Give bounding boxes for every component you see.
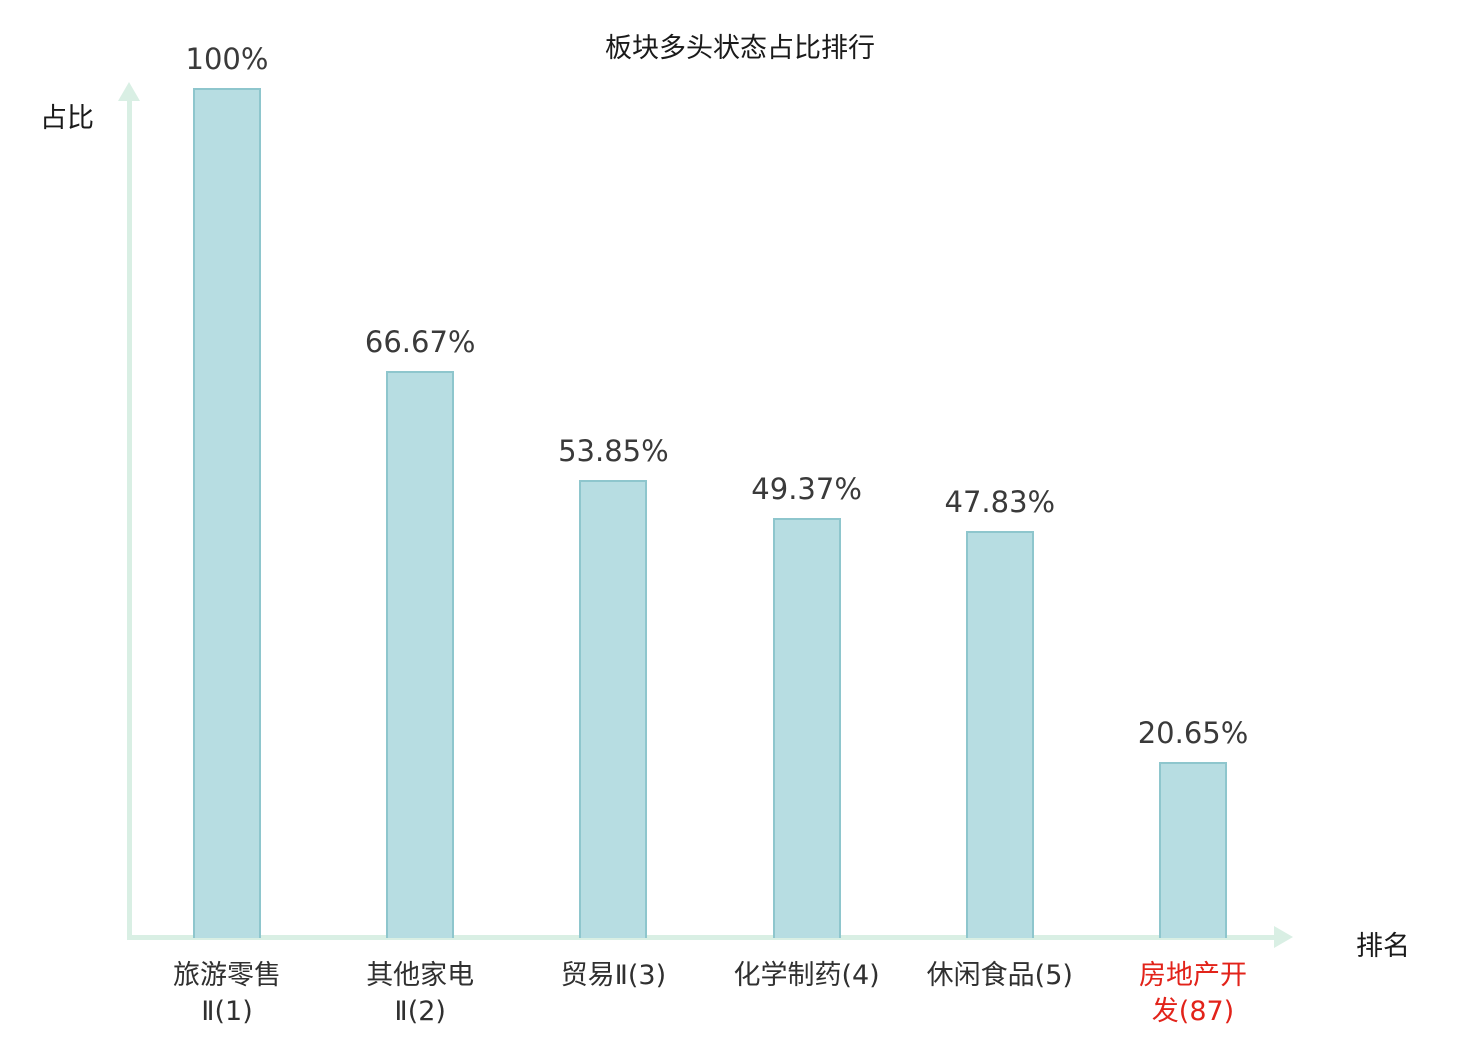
bar-value-label: 20.65% <box>1137 716 1249 751</box>
category-label: 化学制药(4) <box>733 960 880 991</box>
bar-value-label: 47.83% <box>944 485 1056 520</box>
x-axis <box>130 935 1276 940</box>
bar <box>772 518 841 938</box>
bar <box>965 531 1034 938</box>
x-axis-arrow-icon <box>1274 926 1293 948</box>
y-axis-arrow-icon <box>118 82 140 101</box>
category-label: 其他家电 Ⅱ(2) <box>366 960 475 1027</box>
category-label: 休闲食品(5) <box>926 960 1073 991</box>
category-label: 贸易Ⅱ(3) <box>560 960 667 991</box>
bar-value-label: 100% <box>185 42 269 76</box>
bar <box>386 371 455 938</box>
category-axis-labels: 旅游零售 Ⅱ(1) 其他家电 Ⅱ(2) 贸易Ⅱ(3) 化学制药(4) 休闲食品(5) 房地产开… <box>0 958 1480 1040</box>
bar <box>1159 762 1227 938</box>
y-axis <box>127 100 132 940</box>
x-axis-label: 排名 <box>1356 931 1410 962</box>
category-label: 房地产开 发(87) <box>1139 960 1247 1027</box>
bar-value-label: 53.85% <box>558 434 669 469</box>
y-axis-label: 占比 <box>40 103 94 134</box>
category-label: 旅游零售 Ⅱ(1) <box>173 960 281 1027</box>
bar-value-label: 49.37% <box>751 472 862 507</box>
bar <box>193 88 261 938</box>
bar-value-label: 66.67% <box>364 325 476 360</box>
plot-area: 100% 66.67% 53.85% 49.37% 47.83% 20.65% <box>185 42 1249 938</box>
chart-title: 板块多头状态占比排行 <box>605 33 875 64</box>
bar <box>579 480 648 938</box>
